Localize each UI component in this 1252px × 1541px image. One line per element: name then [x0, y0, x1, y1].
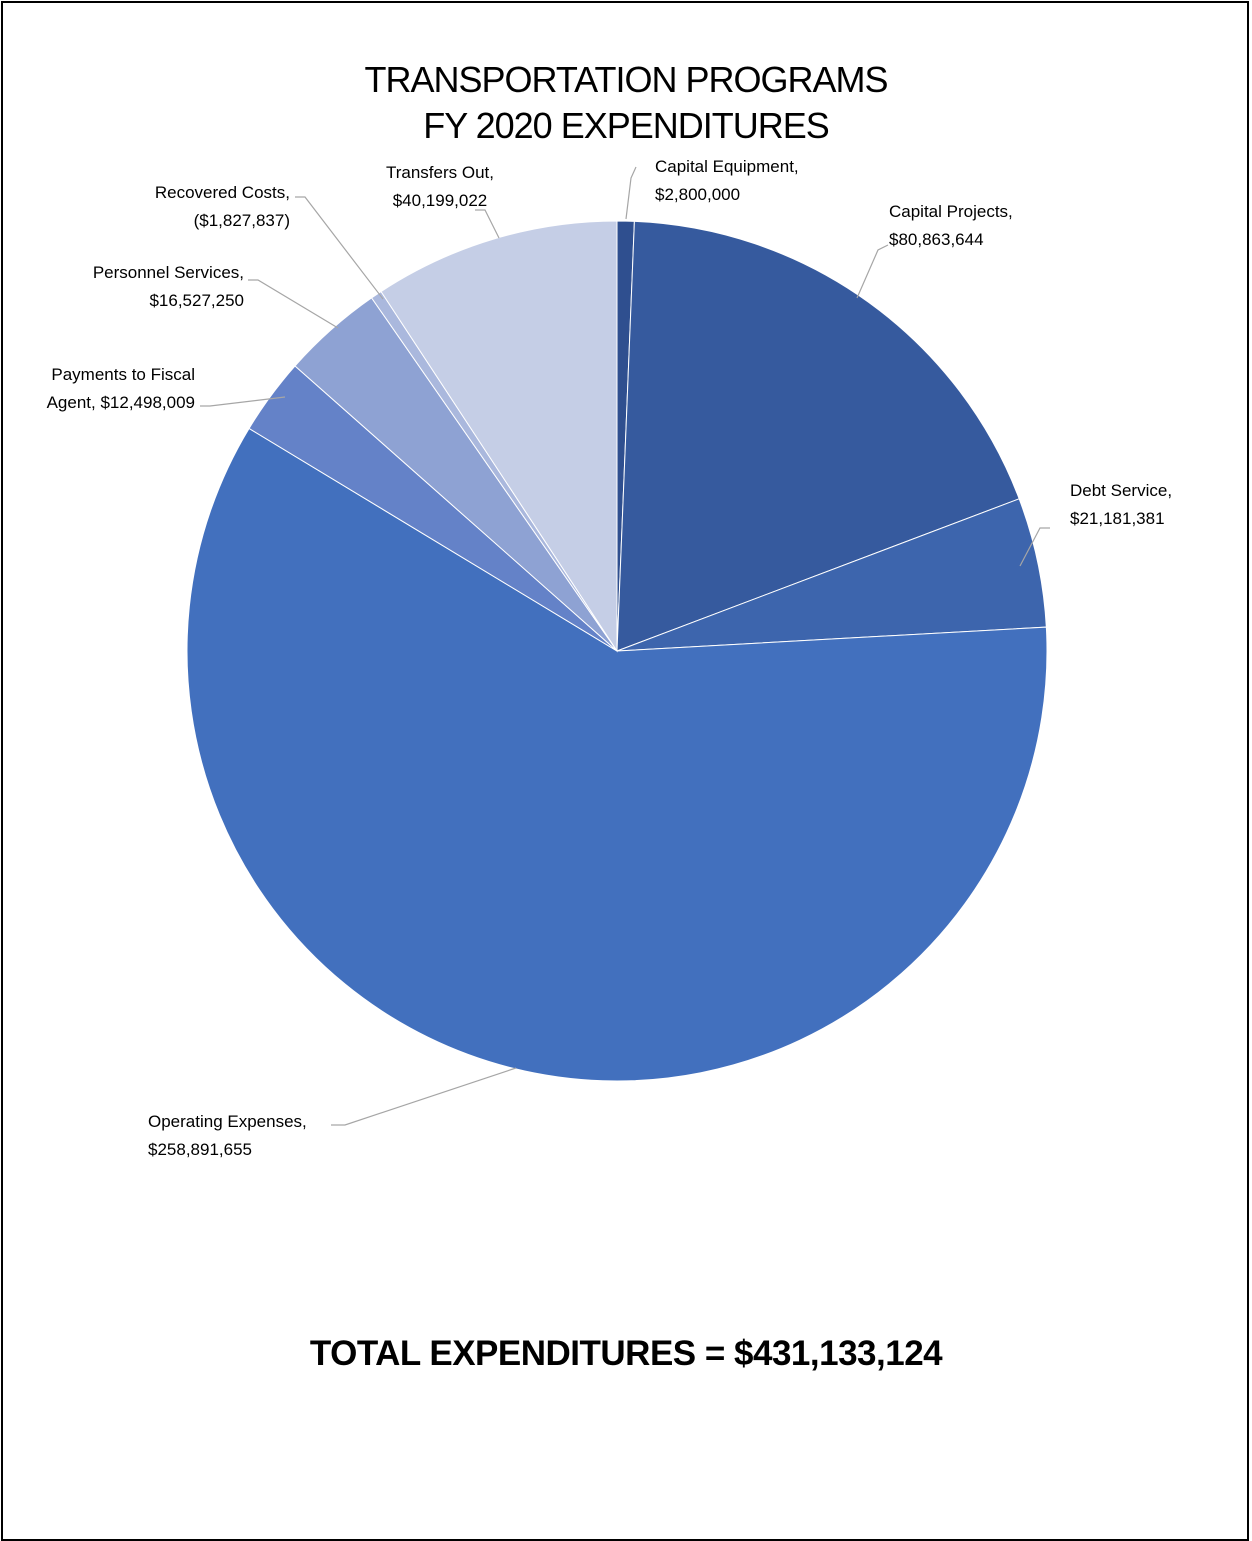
leader-line-capital-equipment: [625, 166, 637, 220]
data-label-capital-projects-line-2: $80,863,644: [889, 230, 984, 249]
data-label-recovered-costs-line-2: ($1,827,837): [194, 211, 290, 230]
data-label-capital-equipment-line-1: Capital Equipment,: [655, 157, 799, 176]
leader-line-capital-projects: [856, 244, 889, 299]
leader-line-transfers-out: [475, 209, 500, 239]
data-label-operating-expenses-line-1: Operating Expenses,: [148, 1112, 307, 1131]
pie-slice-operating-expenses: [186, 427, 1048, 1082]
pie-slice-capital-projects: [616, 220, 1020, 652]
data-label-capital-equipment-line-2: $2,800,000: [655, 185, 740, 204]
data-label-payments-to-fiscal-agent-line-1: Payments to Fiscal: [51, 365, 195, 384]
data-label-personnel-services-line-2: $16,527,250: [149, 291, 244, 310]
leader-line-recovered-costs: [295, 196, 384, 300]
data-label-personnel-services-line-1: Personnel Services,: [93, 263, 244, 282]
data-label-debt-service-line-2: $21,181,381: [1070, 509, 1165, 528]
pie-slice-transfers-out: [380, 220, 618, 653]
chart-title-line-1: TRANSPORTATION PROGRAMS: [364, 59, 888, 100]
leader-line-personnel-services: [248, 279, 339, 329]
leader-line-payments-to-fiscal-agent: [200, 396, 286, 407]
data-label-operating-expenses-line-2: $258,891,655: [148, 1140, 252, 1159]
data-label-debt-service-line-1: Debt Service,: [1070, 481, 1172, 500]
data-label-transfers-out-line-2: $40,199,022: [393, 191, 488, 210]
data-label-payments-to-fiscal-agent-line-2: Agent, $12,498,009: [47, 393, 195, 412]
leader-line-debt-service: [1019, 527, 1050, 567]
data-label-recovered-costs-line-1: Recovered Costs,: [155, 183, 290, 202]
chart-title-line-2: FY 2020 EXPENDITURES: [423, 105, 830, 146]
data-label-transfers-out-line-1: Transfers Out,: [386, 163, 494, 182]
total-expenditures: TOTAL EXPENDITURES = $431,133,124: [309, 1334, 943, 1373]
data-label-capital-projects-line-1: Capital Projects,: [889, 202, 1013, 221]
leader-line-operating-expenses: [331, 1067, 517, 1126]
